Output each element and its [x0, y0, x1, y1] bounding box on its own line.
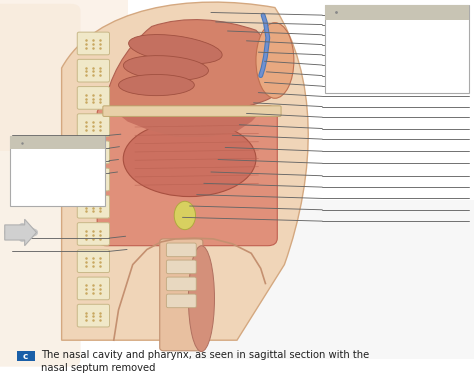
FancyBboxPatch shape [77, 114, 109, 136]
FancyBboxPatch shape [77, 304, 109, 327]
Ellipse shape [123, 121, 256, 197]
FancyBboxPatch shape [0, 4, 81, 367]
Bar [325, 5, 469, 93]
FancyArrow shape [5, 219, 36, 246]
Bar [10, 136, 105, 206]
FancyBboxPatch shape [77, 195, 109, 218]
PathPatch shape [104, 20, 275, 113]
Ellipse shape [118, 74, 194, 96]
Bar [17, 351, 35, 361]
FancyBboxPatch shape [77, 87, 109, 109]
FancyBboxPatch shape [77, 250, 109, 273]
FancyBboxPatch shape [166, 277, 196, 291]
FancyBboxPatch shape [77, 59, 109, 82]
Bar [325, 5, 469, 20]
FancyBboxPatch shape [166, 294, 196, 308]
FancyBboxPatch shape [97, 106, 277, 246]
FancyBboxPatch shape [103, 106, 281, 116]
Bar [0, 0, 128, 151]
FancyBboxPatch shape [166, 243, 196, 257]
Ellipse shape [128, 34, 222, 64]
Ellipse shape [123, 56, 209, 81]
FancyBboxPatch shape [77, 168, 109, 191]
Ellipse shape [188, 246, 214, 352]
FancyBboxPatch shape [77, 223, 109, 245]
FancyBboxPatch shape [160, 239, 203, 351]
Text: c: c [23, 352, 28, 361]
FancyBboxPatch shape [77, 277, 109, 300]
Bar [190, 200, 474, 359]
FancyBboxPatch shape [166, 260, 196, 274]
PathPatch shape [62, 2, 308, 340]
Polygon shape [118, 113, 258, 136]
FancyBboxPatch shape [77, 141, 109, 164]
Ellipse shape [174, 201, 195, 230]
Bar [10, 136, 105, 149]
Ellipse shape [256, 23, 294, 98]
Text: The nasal cavity and pharynx, as seen in sagittal section with the
nasal septum : The nasal cavity and pharynx, as seen in… [41, 350, 369, 373]
FancyBboxPatch shape [77, 32, 109, 55]
